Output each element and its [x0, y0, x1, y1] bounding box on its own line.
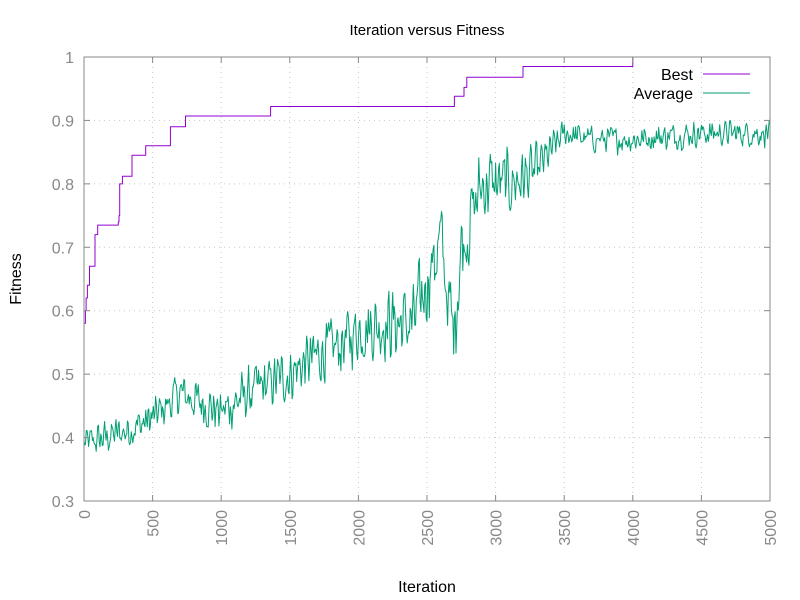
series-group — [83, 56, 771, 452]
series-best-line — [84, 56, 770, 324]
series-average-line — [83, 120, 771, 452]
legend-label-best: Best — [661, 67, 694, 84]
legend: Best Average — [634, 67, 750, 103]
x-axis-label: Iteration — [398, 579, 456, 596]
y-tick-label: 0.9 — [52, 113, 74, 130]
x-tick-label: 2000 — [351, 510, 368, 546]
y-tick-label: 0.7 — [52, 240, 74, 257]
y-tick-label: 0.6 — [52, 304, 74, 321]
y-tick-label: 0.4 — [52, 431, 74, 448]
y-tick-label: 0.5 — [52, 367, 74, 384]
x-tick-label: 1500 — [283, 510, 300, 546]
x-tick-label: 4000 — [626, 510, 643, 546]
y-tick-label: 0.3 — [52, 494, 74, 511]
grid — [84, 57, 770, 501]
y-tick-label: 1 — [65, 50, 74, 67]
legend-label-average: Average — [634, 86, 693, 103]
x-tick-label: 3000 — [489, 510, 506, 546]
plot-frame — [83, 56, 771, 502]
x-tick-label: 500 — [146, 510, 163, 537]
y-tick-label: 0.8 — [52, 177, 74, 194]
ticks: 0 500 1000 1500 2000 2500 3000 3500 4000 4500 5000… — [52, 50, 780, 546]
x-tick-label: 5000 — [763, 510, 780, 546]
x-tick-label: 0 — [77, 510, 94, 519]
x-tick-label: 4500 — [694, 510, 711, 546]
x-tick-label: 2500 — [420, 510, 437, 546]
chart-title: Iteration versus Fitness — [349, 22, 504, 39]
x-tick-label: 1000 — [214, 510, 231, 546]
y-axis-label: Fitness — [8, 253, 25, 305]
x-tick-label: 3500 — [557, 510, 574, 546]
